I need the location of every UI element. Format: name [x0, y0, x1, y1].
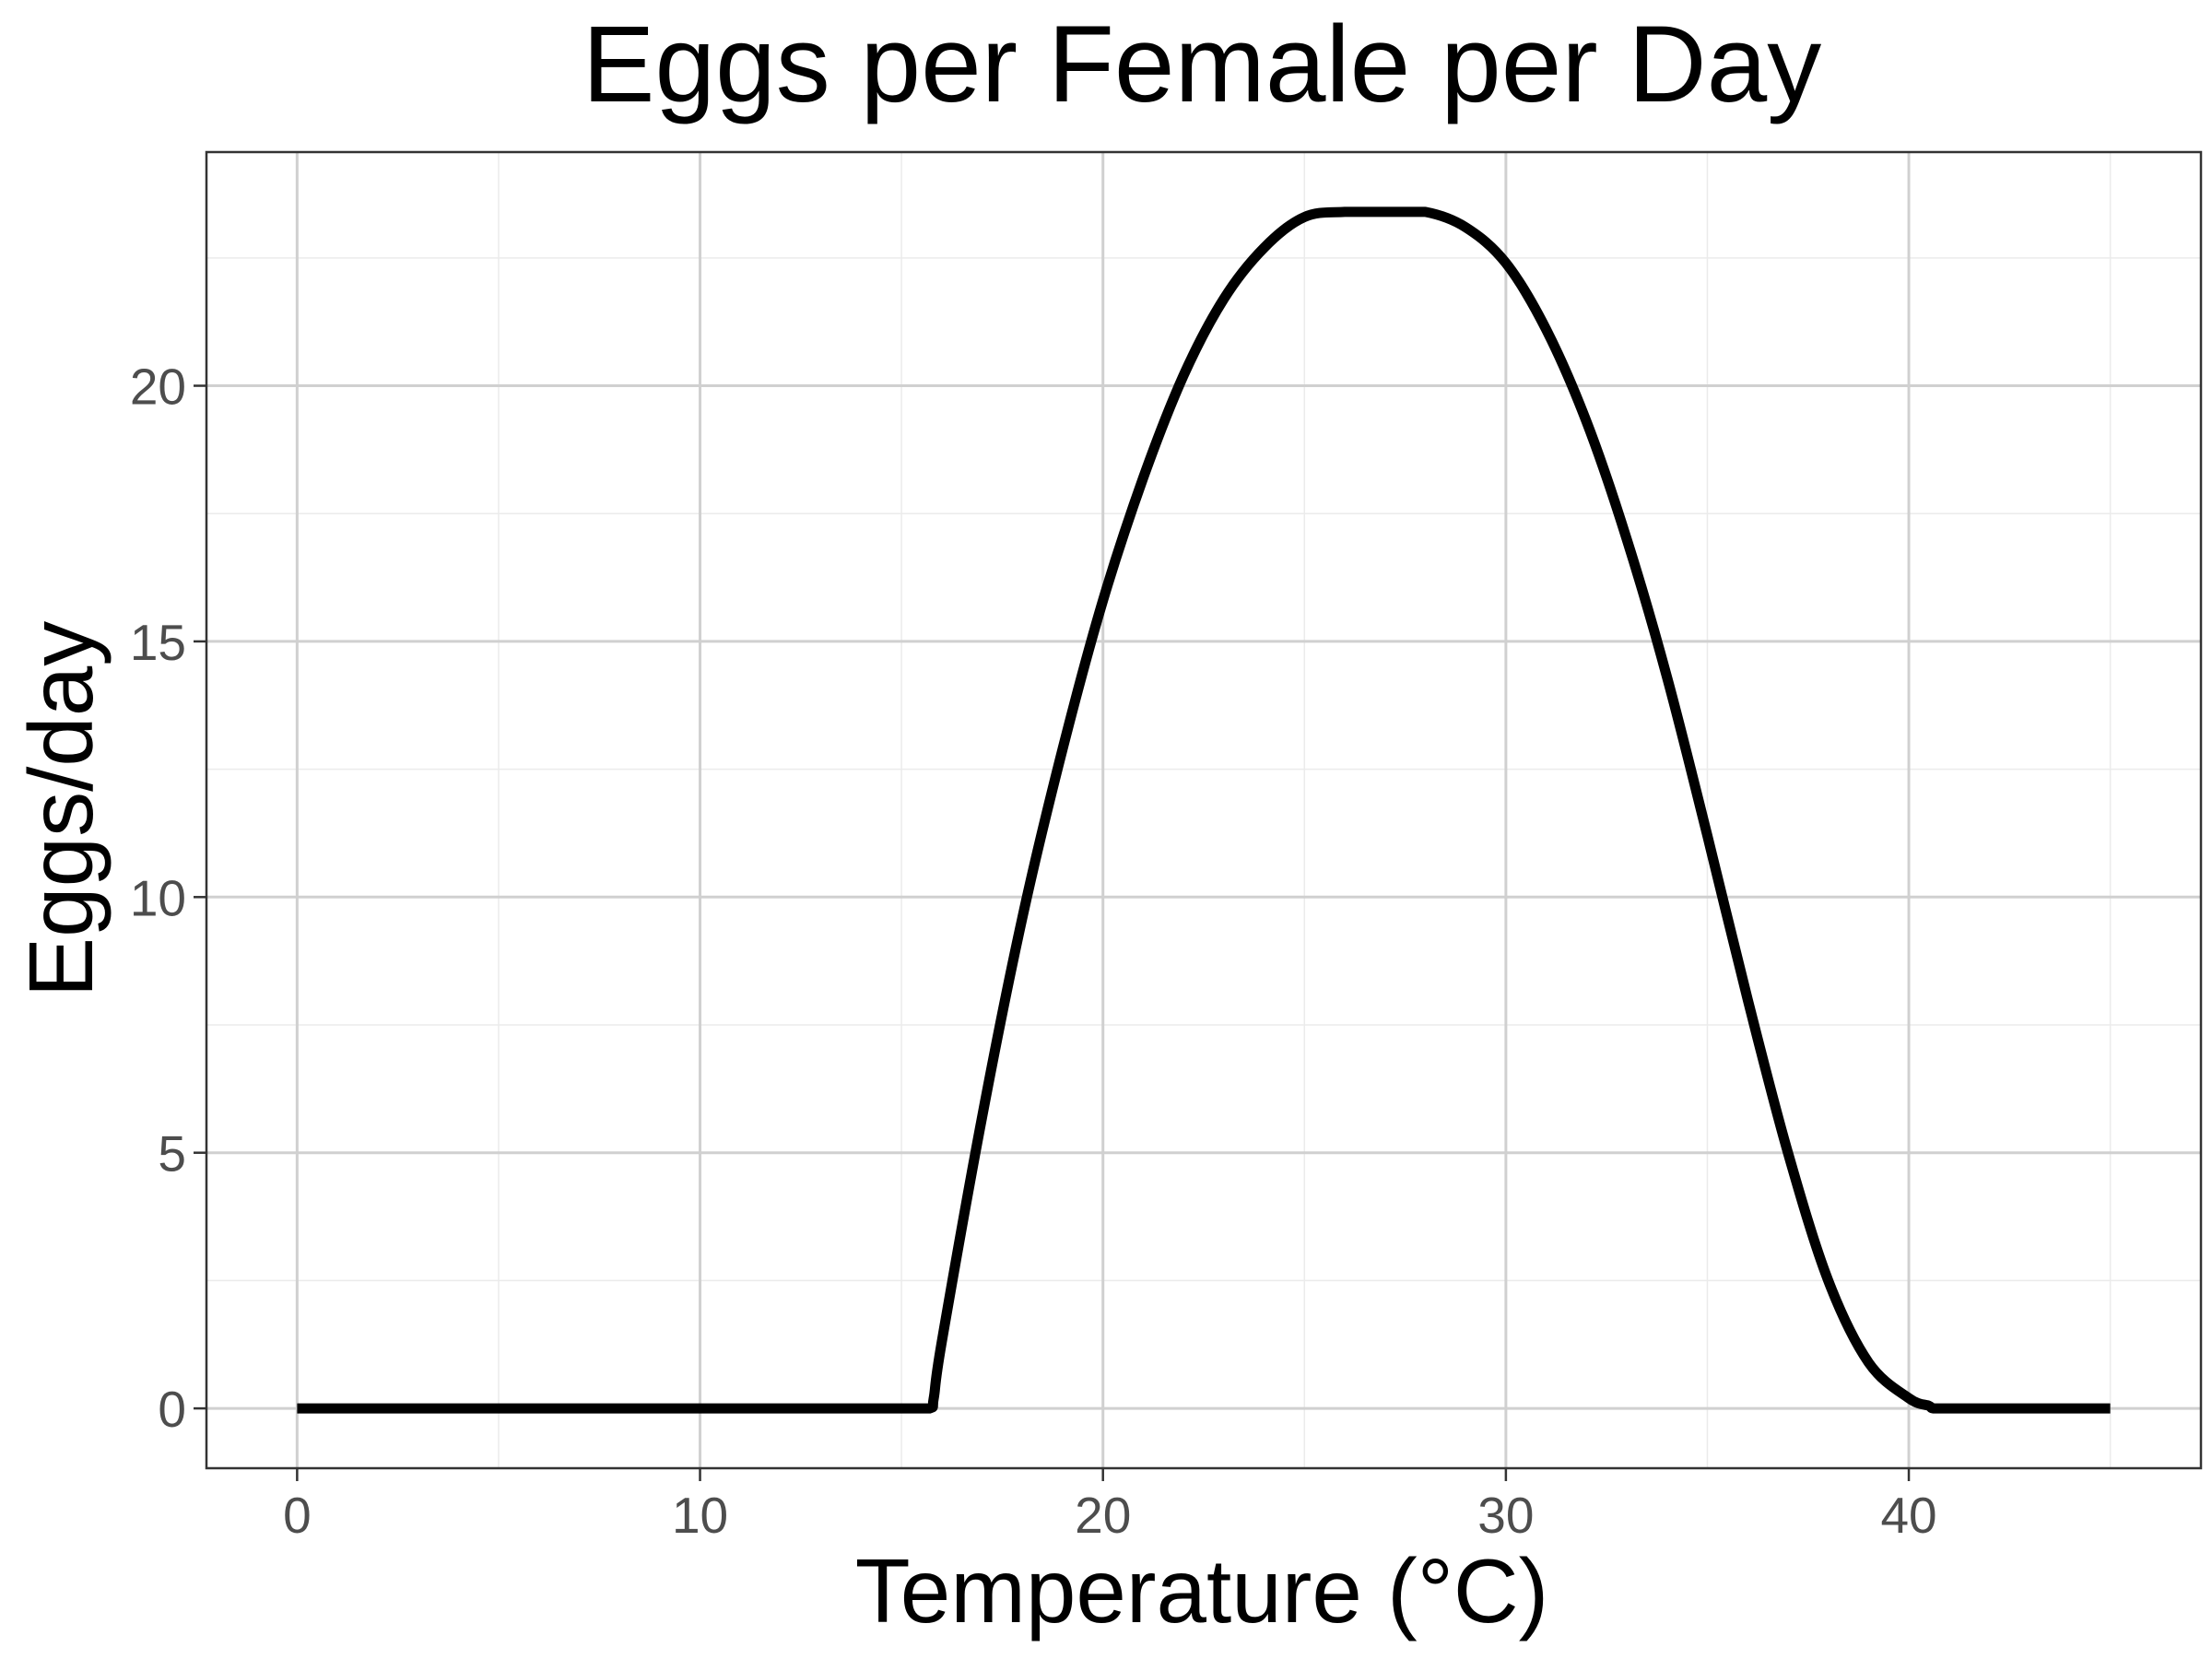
y-axis-title: Eggs/day: [10, 621, 112, 998]
y-tick-label: 10: [130, 869, 186, 926]
x-axis: 0 10 20 30 40: [283, 1468, 1937, 1544]
x-tick-label: 0: [283, 1487, 312, 1544]
x-tick-label: 40: [1880, 1487, 1936, 1544]
x-tick-label: 10: [672, 1487, 728, 1544]
y-tick-label: 0: [158, 1381, 186, 1438]
series-layer: [297, 206, 2111, 1414]
series-line: [297, 206, 2111, 1414]
y-tick-label: 20: [130, 359, 186, 416]
x-tick-label: 20: [1075, 1487, 1131, 1544]
x-tick-label: 30: [1477, 1487, 1534, 1544]
y-tick-label: 15: [130, 614, 186, 671]
plot-border: [205, 150, 2203, 1470]
grid-minor: [206, 152, 2201, 1468]
chart-title: Eggs per Female per Day: [582, 4, 1822, 125]
y-tick-label: 5: [158, 1125, 186, 1182]
plot-panel: [206, 152, 2201, 1468]
x-axis-title: Temperature (°C): [855, 1540, 1549, 1641]
y-axis: 0 5 10 15 20: [130, 359, 206, 1438]
